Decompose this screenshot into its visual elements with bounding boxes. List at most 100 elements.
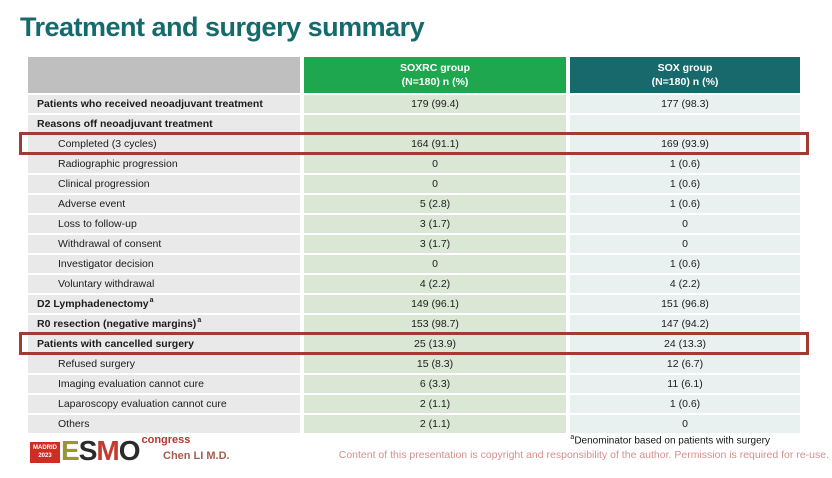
row-label: Loss to follow-up — [28, 215, 300, 233]
row-label: Radiographic progression — [28, 155, 300, 173]
column-header-soxrc-name: SOXRC group — [400, 61, 470, 74]
soxrc-value-cell: 5 (2.8) — [304, 195, 566, 213]
row-label-text: Imaging evaluation cannot cure — [58, 378, 204, 390]
table-row: D2 Lymphadenectomy a 149 (96.1) 151 (96.8) — [28, 295, 800, 313]
sox-value-cell: 151 (96.8) — [570, 295, 800, 313]
row-label-text: Investigator decision — [58, 258, 154, 270]
table-row: Voluntary withdrawal 4 (2.2) 4 (2.2) — [28, 275, 800, 293]
soxrc-value-cell: 3 (1.7) — [304, 235, 566, 253]
row-label: Refused surgery — [28, 355, 300, 373]
row-label-text: Patients with cancelled surgery — [37, 338, 194, 350]
column-header-empty — [28, 57, 300, 93]
madrid-2023-badge: MADRID 2023 — [30, 442, 60, 463]
treatment-summary-table: SOXRC group (N=180) n (%) SOX group (N=1… — [19, 57, 809, 435]
soxrc-value-cell: 15 (8.3) — [304, 355, 566, 373]
sox-value-cell: 147 (94.2) — [570, 315, 800, 333]
table-row: Clinical progression 0 1 (0.6) — [28, 175, 800, 193]
column-header-sox: SOX group (N=180) n (%) — [570, 57, 800, 93]
table-row: Radiographic progression 0 1 (0.6) — [28, 155, 800, 173]
soxrc-value-cell: 149 (96.1) — [304, 295, 566, 313]
column-header-soxrc-sub: (N=180) n (%) — [401, 76, 469, 88]
soxrc-value-cell: 25 (13.9) — [304, 335, 566, 353]
madrid-badge-city: MADRID — [33, 445, 57, 451]
table-row: Reasons off neoadjuvant treatment — [28, 115, 800, 133]
row-label-text: Refused surgery — [58, 358, 136, 370]
sox-value-cell — [570, 115, 800, 133]
table-row-highlighted: Patients with cancelled surgery 25 (13.9)… — [19, 332, 809, 355]
table-row-highlighted: Completed (3 cycles) 164 (91.1) 169 (93.9) — [19, 132, 809, 155]
table-header-row: SOXRC group (N=180) n (%) SOX group (N=1… — [28, 57, 800, 93]
esmo-letter-m: M — [96, 435, 119, 466]
soxrc-value-cell: 0 — [304, 155, 566, 173]
column-header-soxrc: SOXRC group (N=180) n (%) — [304, 57, 566, 93]
copyright-notice: Content of this presentation is copyrigh… — [338, 449, 829, 461]
row-label-text: Completed (3 cycles) — [58, 138, 157, 150]
sox-value-cell: 177 (98.3) — [570, 95, 800, 113]
table-row: Withdrawal of consent 3 (1.7) 0 — [28, 235, 800, 253]
row-label: R0 resection (negative margins) a — [28, 315, 300, 333]
footnote-superscript: a — [570, 434, 575, 441]
row-label-text: R0 resection (negative margins) — [37, 318, 197, 330]
row-label: Withdrawal of consent — [28, 235, 300, 253]
table-body: Patients who received neoadjuvant treatm… — [19, 95, 809, 433]
soxrc-value-cell: 2 (1.1) — [304, 395, 566, 413]
sox-value-cell: 1 (0.6) — [570, 255, 800, 273]
soxrc-value-cell: 179 (99.4) — [304, 95, 566, 113]
row-label: Completed (3 cycles) — [28, 135, 300, 153]
table-row: Imaging evaluation cannot cure 6 (3.3) 11 … — [28, 375, 800, 393]
row-label-text: Voluntary withdrawal — [58, 278, 155, 290]
sox-value-cell: 11 (6.1) — [570, 375, 800, 393]
soxrc-value-cell: 6 (3.3) — [304, 375, 566, 393]
soxrc-value-cell: 2 (1.1) — [304, 415, 566, 433]
sox-value-cell: 12 (6.7) — [570, 355, 800, 373]
esmo-letter-o: O — [118, 435, 141, 466]
soxrc-value-cell: 4 (2.2) — [304, 275, 566, 293]
esmo-letter-e: E — [61, 435, 80, 466]
sox-value-cell: 1 (0.6) — [570, 175, 800, 193]
row-label-text: Laparoscopy evaluation cannot cure — [58, 398, 227, 410]
sox-value-cell: 0 — [570, 415, 800, 433]
slide-title: Treatment and surgery summary — [20, 12, 425, 42]
sox-value-cell: 0 — [570, 235, 800, 253]
table-row: Loss to follow-up 3 (1.7) 0 — [28, 215, 800, 233]
row-label: Others — [28, 415, 300, 433]
esmo-congress-logo: MADRID 2023 E S M O congress — [30, 433, 190, 465]
table-row: R0 resection (negative margins) a 153 (98.… — [28, 315, 800, 333]
table-row: Patients who received neoadjuvant treatm… — [28, 95, 800, 113]
row-label: Adverse event — [28, 195, 300, 213]
row-label-text: Clinical progression — [58, 178, 150, 190]
table-row: Others 2 (1.1) 0 — [28, 415, 800, 433]
soxrc-value-cell: 0 — [304, 175, 566, 193]
sox-value-cell: 24 (13.3) — [570, 335, 800, 353]
row-label-text: Others — [58, 418, 90, 430]
soxrc-value-cell: 153 (98.7) — [304, 315, 566, 333]
sox-value-cell: 1 (0.6) — [570, 395, 800, 413]
table-row: Laparoscopy evaluation cannot cure 2 (1.1… — [28, 395, 800, 413]
footnote-text: Denominator based on patients with surge… — [574, 435, 770, 447]
soxrc-value-cell: 0 — [304, 255, 566, 273]
column-header-sox-name: SOX group — [657, 61, 713, 74]
esmo-letter-s: S — [78, 435, 98, 466]
sox-value-cell: 169 (93.9) — [570, 135, 800, 153]
row-label: Reasons off neoadjuvant treatment — [28, 115, 300, 133]
soxrc-value-cell — [304, 115, 566, 133]
madrid-badge-year: 2023 — [38, 452, 52, 459]
row-label-text: Reasons off neoadjuvant treatment — [37, 118, 213, 130]
row-label: Patients with cancelled surgery — [28, 335, 300, 353]
soxrc-value-cell: 3 (1.7) — [304, 215, 566, 233]
soxrc-value-cell: 164 (91.1) — [304, 135, 566, 153]
table-row: Adverse event 5 (2.8) 1 (0.6) — [28, 195, 800, 213]
row-label: Clinical progression — [28, 175, 300, 193]
table-row: Refused surgery 15 (8.3) 12 (6.7) — [28, 355, 800, 373]
row-label-text: Adverse event — [58, 198, 126, 210]
sox-value-cell: 4 (2.2) — [570, 275, 800, 293]
row-label-text: Withdrawal of consent — [58, 238, 162, 250]
row-label: Patients who received neoadjuvant treatm… — [28, 95, 300, 113]
presenter-name: Chen LI M.D. — [163, 450, 230, 462]
column-header-sox-sub: (N=180) n (%) — [651, 76, 719, 88]
congress-label: congress — [141, 434, 191, 446]
sox-value-cell: 0 — [570, 215, 800, 233]
row-label: Laparoscopy evaluation cannot cure — [28, 395, 300, 413]
row-label-text: Loss to follow-up — [58, 218, 137, 230]
